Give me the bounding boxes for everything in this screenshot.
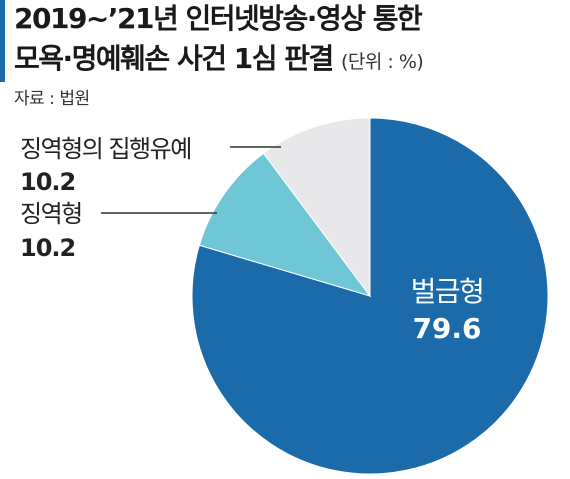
chart-title-line1: 2019~’21년 인터넷방송·영상 통한 <box>14 2 423 35</box>
unit-label: (단위 : %) <box>340 51 424 73</box>
slice-value-prison: 10.2 <box>20 234 75 262</box>
chart-title-line2-text: 모욕·명예훼손 사건 1심 판결 <box>14 42 334 75</box>
pie-slice-prison <box>198 152 372 297</box>
slice-value-fine: 79.6 <box>412 312 481 345</box>
slice-label-suspended: 징역형의 집행유예 <box>20 135 191 163</box>
chart-title-line2: 모욕·명예훼손 사건 1심 판결 (단위 : %) <box>14 42 424 79</box>
pie-slices <box>191 117 549 475</box>
slice-label-prison: 징역형 <box>20 200 82 228</box>
pie-slice-suspended <box>262 117 371 298</box>
source-label: 자료 : 법원 <box>14 89 90 109</box>
slice-label-fine: 벌금형 <box>411 275 484 308</box>
slice-value-suspended: 10.2 <box>20 168 75 196</box>
accent-bar <box>0 0 5 82</box>
